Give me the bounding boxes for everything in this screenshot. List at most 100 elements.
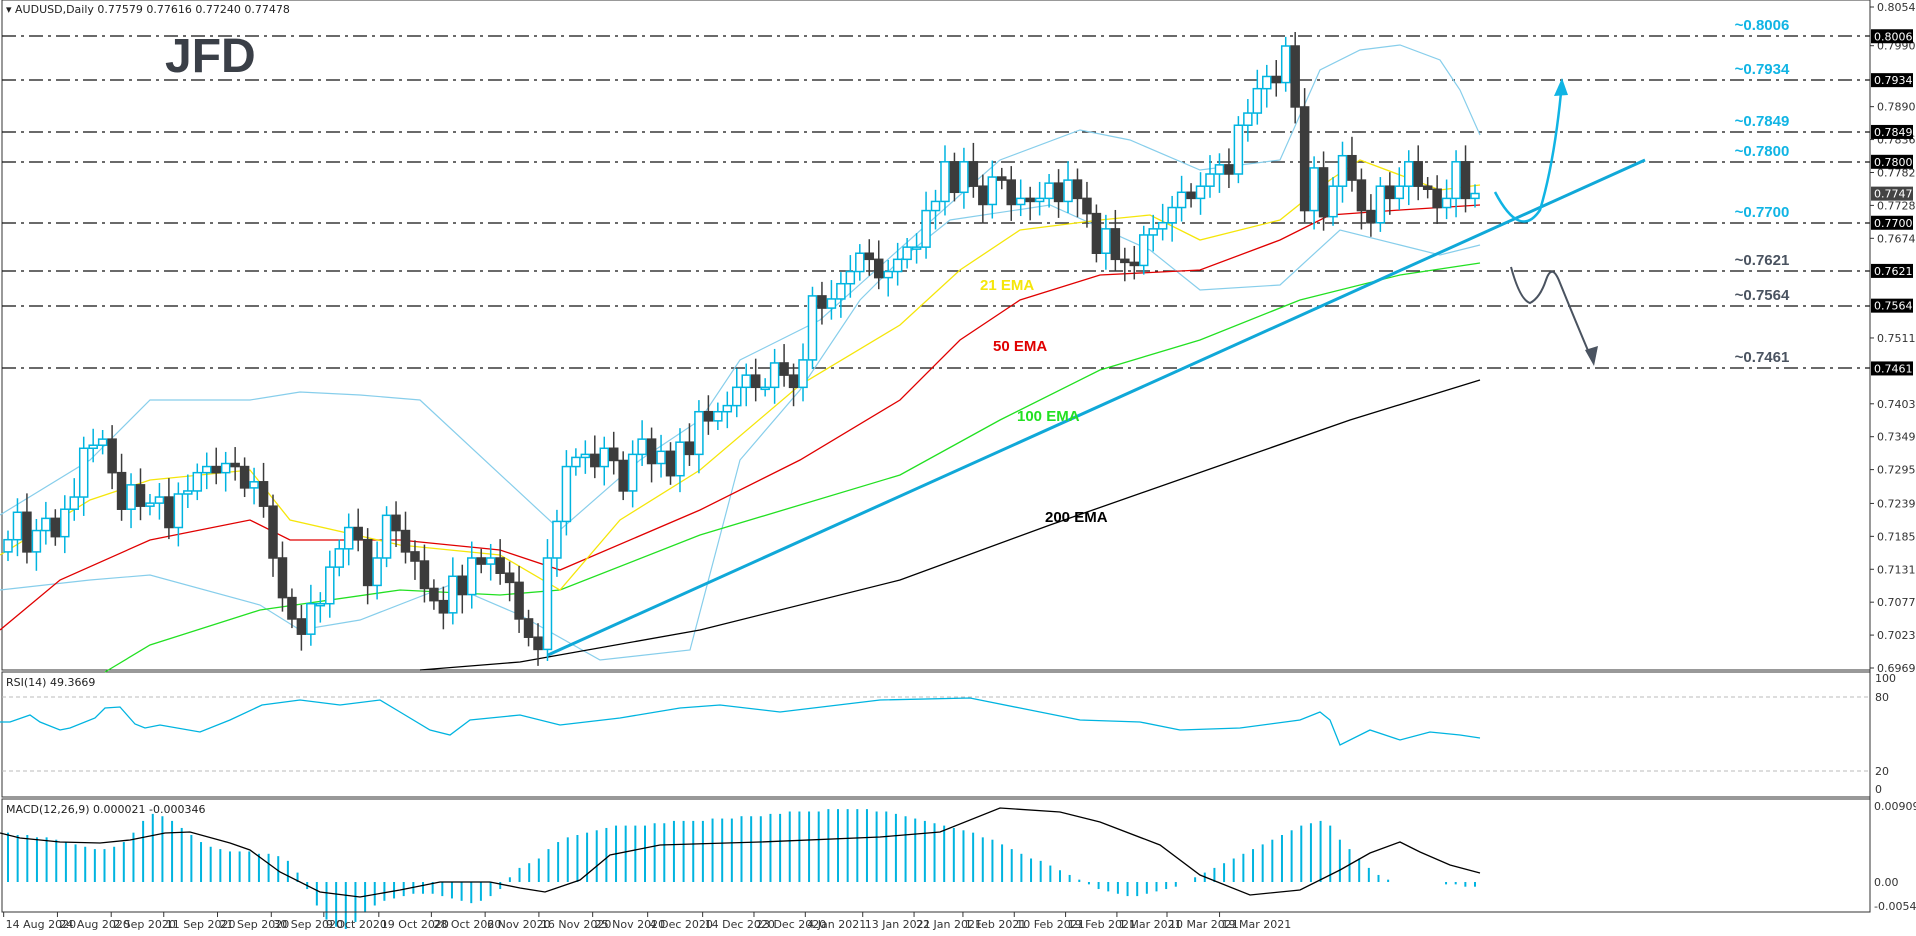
bull-candle <box>798 359 808 389</box>
macd-indicator <box>0 807 1481 929</box>
bear-candle <box>164 496 174 529</box>
price-tick: 0.69695 <box>1877 662 1916 675</box>
bear-candle <box>750 374 761 389</box>
bear-candle <box>533 636 543 651</box>
date-tick: 24 Aug 2020 <box>59 918 129 931</box>
rsi-tick: 100 <box>1875 672 1896 685</box>
date-tick: 11 Sep 2020 <box>166 918 236 931</box>
bull-candle <box>381 514 392 559</box>
bull-candle <box>372 557 382 587</box>
bull-candle <box>12 511 23 541</box>
bear-candle <box>788 374 799 389</box>
bear-candle <box>362 538 373 587</box>
scenario-arrows <box>1493 78 1598 366</box>
macd-panel <box>1 798 1871 913</box>
bull-candle <box>1280 45 1291 84</box>
bull-candle <box>173 493 184 529</box>
bull-candle <box>902 246 912 261</box>
bull-candle <box>892 258 903 273</box>
bull-candle <box>306 602 316 635</box>
date-tick: 19 Feb 2021 <box>1068 918 1136 931</box>
bear-candle <box>665 450 676 477</box>
bull-candle <box>722 404 733 413</box>
bear-candle <box>1422 185 1433 190</box>
bull-candle <box>732 386 742 407</box>
price-marker-text: 0.78000 <box>1874 156 1916 169</box>
bull-candle <box>1394 185 1405 200</box>
date-tick: 23 Dec 2020 <box>756 918 826 931</box>
bear-candle <box>1460 161 1471 200</box>
bull-candle <box>1034 197 1045 203</box>
ema-label: 50 EMA <box>993 338 1047 355</box>
bear-candle <box>135 484 146 507</box>
bull-candle <box>325 566 335 605</box>
date-tick: 1 Feb 2021 <box>965 918 1026 931</box>
bear-candle <box>1366 209 1376 224</box>
bull-candle <box>940 161 950 203</box>
bear-candle <box>22 511 32 553</box>
bear-candle <box>949 161 960 194</box>
arrow-down-head-icon <box>1585 346 1598 366</box>
price-tick: 0.72395 <box>1877 497 1916 510</box>
macd-tick: 0.00 <box>1874 876 1899 889</box>
date-tick: 30 Sep 2020 <box>273 918 343 931</box>
bollinger-lower <box>0 204 1481 661</box>
bull-candle <box>1243 112 1253 126</box>
bear-candle <box>116 471 127 510</box>
bear-candle <box>1271 75 1281 84</box>
bear-candle <box>978 185 988 206</box>
date-tick: 16 Nov 2020 <box>541 918 611 931</box>
price-tick: 0.70235 <box>1877 629 1916 642</box>
bull-candle <box>637 438 647 456</box>
bull-candle <box>448 575 458 614</box>
bear-candle <box>1413 161 1423 187</box>
chart-header: ▾ AUDUSD,Daily 0.77579 0.77616 0.77240 0… <box>6 3 290 16</box>
bear-candle <box>514 581 524 620</box>
bull-candle <box>627 453 638 492</box>
level-label: ~0.7700 <box>1735 204 1790 221</box>
date-tick: 10 Mar 2021 <box>1169 918 1239 931</box>
bull-candle <box>883 270 893 279</box>
bull-candle <box>580 453 591 459</box>
bull-candle <box>1262 75 1272 90</box>
bull-candle <box>202 465 212 474</box>
bear-candle <box>410 551 420 562</box>
macd-tick: 0.009099 <box>1874 800 1916 813</box>
bear-candle <box>1432 188 1442 209</box>
rsi-tick: 80 <box>1875 691 1889 704</box>
bear-candle <box>608 447 619 462</box>
bear-candle <box>239 465 250 489</box>
ema-label: 200 EMA <box>1045 509 1108 526</box>
bear-candle <box>779 362 789 376</box>
bull-candle <box>1441 197 1452 209</box>
candlesticks <box>3 31 1480 666</box>
bull-candle <box>3 538 13 553</box>
bear-candle <box>1082 197 1092 215</box>
bear-candle <box>457 575 468 596</box>
bear-candle <box>1356 179 1367 212</box>
bull-candle <box>154 496 165 504</box>
rsi-line <box>0 697 1481 746</box>
bear-candle <box>968 161 979 187</box>
level-label: ~0.7849 <box>1735 113 1790 130</box>
bear-candle <box>523 618 534 638</box>
bull-candle <box>1337 154 1348 187</box>
bear-candle <box>997 176 1007 181</box>
bull-candle <box>1101 228 1111 254</box>
level-label: ~0.7461 <box>1735 349 1790 366</box>
bear-candle <box>1072 179 1083 200</box>
date-tick: 9 Oct 2020 <box>326 918 387 931</box>
rsi-line <box>0 697 1481 746</box>
ema-50 <box>0 204 1481 631</box>
bull-candle <box>769 362 780 389</box>
price-marker <box>1871 298 1913 313</box>
bull-candle <box>1063 179 1073 203</box>
bollinger-bands <box>0 44 1481 661</box>
bear-candle <box>429 587 439 602</box>
rsi-tick: 0 <box>1875 783 1882 796</box>
bull-candle <box>713 410 723 422</box>
collapse-triangle-icon[interactable]: ▾ <box>6 3 12 16</box>
price-tick: 0.77825 <box>1877 166 1916 179</box>
